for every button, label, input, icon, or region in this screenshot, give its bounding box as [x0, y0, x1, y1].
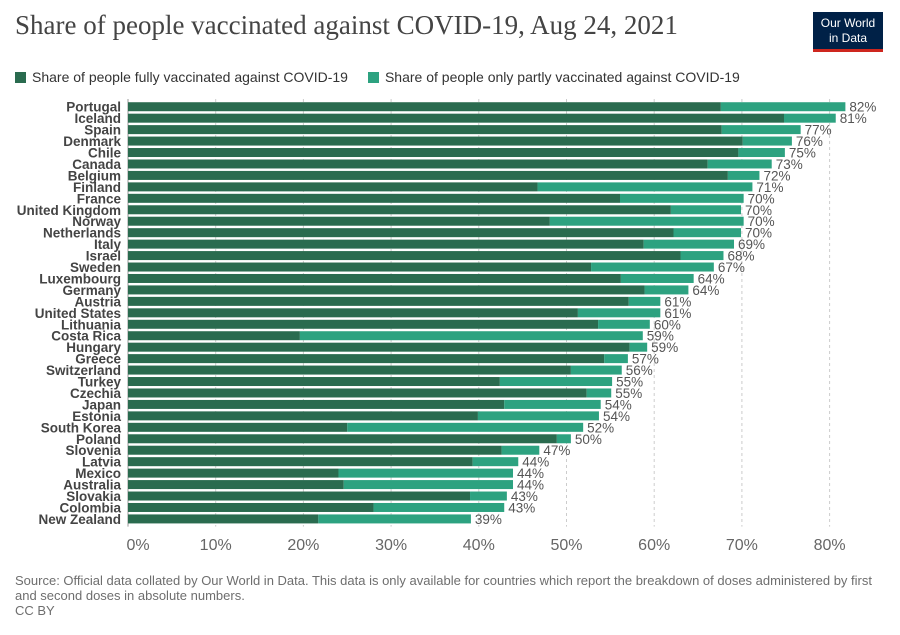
- bar-partly-vaccinated: [681, 251, 724, 260]
- bar-fully-vaccinated: [128, 400, 504, 409]
- bar-partly-vaccinated: [629, 297, 661, 306]
- bar-fully-vaccinated: [128, 125, 722, 134]
- bar-fully-vaccinated: [128, 274, 621, 283]
- bar-partly-vaccinated: [591, 263, 714, 272]
- bar-partly-vaccinated: [644, 240, 734, 249]
- bar-partly-vaccinated: [621, 274, 694, 283]
- bar-fully-vaccinated: [128, 308, 578, 317]
- bar-partly-vaccinated: [784, 114, 836, 123]
- bar-partly-vaccinated: [344, 480, 513, 489]
- bar-partly-vaccinated: [722, 125, 801, 134]
- total-value-label: 39%: [475, 512, 502, 527]
- bar-partly-vaccinated: [550, 217, 744, 226]
- bar-partly-vaccinated: [338, 469, 513, 478]
- bar-partly-vaccinated: [500, 377, 612, 386]
- bar-fully-vaccinated: [128, 297, 629, 306]
- bar-fully-vaccinated: [128, 171, 728, 180]
- bar-fully-vaccinated: [128, 469, 338, 478]
- bar-partly-vaccinated: [671, 205, 741, 214]
- bar-partly-vaccinated: [473, 457, 519, 466]
- bar-fully-vaccinated: [128, 331, 300, 340]
- bar-fully-vaccinated: [128, 503, 374, 512]
- bar-partly-vaccinated: [557, 434, 571, 443]
- bar-fully-vaccinated: [128, 411, 478, 420]
- x-tick-label: 70%: [726, 537, 758, 554]
- bar-fully-vaccinated: [128, 114, 784, 123]
- bar-fully-vaccinated: [128, 251, 681, 260]
- total-value-label: 43%: [508, 500, 535, 515]
- bar-partly-vaccinated: [318, 514, 471, 523]
- bar-fully-vaccinated: [128, 446, 502, 455]
- license-note: CC BY: [15, 603, 890, 618]
- x-tick-label: 30%: [375, 537, 407, 554]
- bar-fully-vaccinated: [128, 480, 344, 489]
- bar-fully-vaccinated: [128, 217, 550, 226]
- bar-partly-vaccinated: [673, 228, 741, 237]
- bar-fully-vaccinated: [128, 194, 620, 203]
- bar-partly-vaccinated: [300, 331, 643, 340]
- bar-fully-vaccinated: [128, 434, 557, 443]
- bar-partly-vaccinated: [571, 366, 622, 375]
- source-note: Source: Official data collated by Our Wo…: [15, 573, 890, 603]
- bar-partly-vaccinated: [578, 308, 660, 317]
- bar-partly-vaccinated: [708, 159, 772, 168]
- bar-partly-vaccinated: [620, 194, 744, 203]
- x-tick-label: 80%: [814, 537, 846, 554]
- bar-partly-vaccinated: [504, 400, 600, 409]
- bar-partly-vaccinated: [470, 492, 507, 501]
- bar-partly-vaccinated: [728, 171, 760, 180]
- bar-fully-vaccinated: [128, 228, 673, 237]
- x-tick-label: 40%: [463, 537, 495, 554]
- bar-fully-vaccinated: [128, 182, 538, 191]
- bar-fully-vaccinated: [128, 343, 630, 352]
- bar-partly-vaccinated: [347, 423, 583, 432]
- total-value-label: 81%: [840, 111, 867, 126]
- bar-partly-vaccinated: [598, 320, 650, 329]
- bar-fully-vaccinated: [128, 366, 571, 375]
- bar-partly-vaccinated: [738, 148, 784, 157]
- bar-partly-vaccinated: [721, 102, 846, 111]
- total-value-label: 64%: [692, 283, 719, 298]
- bar-partly-vaccinated: [587, 388, 612, 397]
- chart-footer: Source: Official data collated by Our Wo…: [15, 573, 890, 618]
- bar-partly-vaccinated: [502, 446, 540, 455]
- bar-fully-vaccinated: [128, 240, 644, 249]
- bar-partly-vaccinated: [478, 411, 599, 420]
- bar-fully-vaccinated: [128, 285, 645, 294]
- bar-partly-vaccinated: [538, 182, 753, 191]
- x-tick-label: 0%: [126, 537, 149, 554]
- bar-fully-vaccinated: [128, 205, 671, 214]
- bar-fully-vaccinated: [128, 492, 470, 501]
- bar-fully-vaccinated: [128, 514, 318, 523]
- bar-fully-vaccinated: [128, 457, 473, 466]
- x-tick-label: 20%: [287, 537, 319, 554]
- x-tick-label: 60%: [638, 537, 670, 554]
- bar-fully-vaccinated: [128, 137, 743, 146]
- bar-fully-vaccinated: [128, 377, 500, 386]
- bar-partly-vaccinated: [630, 343, 648, 352]
- bar-chart: 0% 10% 20% 30% 40% 50% 60% 70% 80%Portugal 82%Ice…: [0, 0, 900, 635]
- x-tick-label: 50%: [550, 537, 582, 554]
- bar-fully-vaccinated: [128, 102, 721, 111]
- x-tick-label: 10%: [200, 537, 232, 554]
- bar-fully-vaccinated: [128, 423, 347, 432]
- bar-fully-vaccinated: [128, 263, 591, 272]
- bar-fully-vaccinated: [128, 159, 708, 168]
- bar-partly-vaccinated: [645, 285, 689, 294]
- bar-partly-vaccinated: [374, 503, 505, 512]
- total-value-label: 50%: [575, 432, 602, 447]
- bar-fully-vaccinated: [128, 388, 587, 397]
- bar-partly-vaccinated: [743, 137, 792, 146]
- bar-fully-vaccinated: [128, 148, 738, 157]
- bar-partly-vaccinated: [604, 354, 628, 363]
- bar-fully-vaccinated: [128, 320, 598, 329]
- category-label: New Zealand: [38, 512, 121, 527]
- bar-fully-vaccinated: [128, 354, 604, 363]
